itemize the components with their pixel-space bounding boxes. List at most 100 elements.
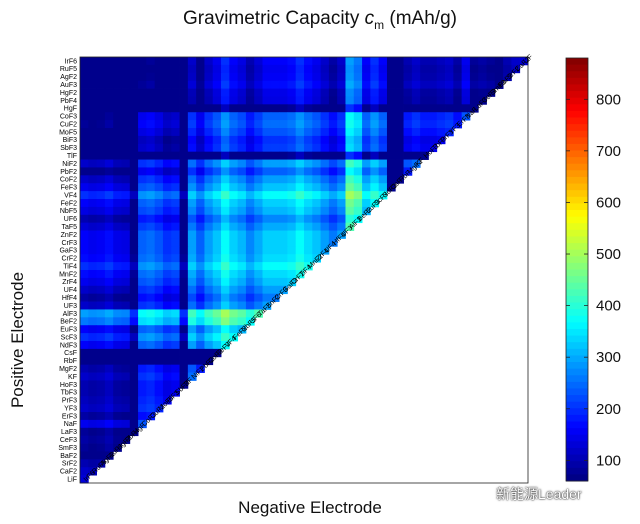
heatmap-cell [179, 143, 189, 153]
heatmap-cell [162, 364, 172, 373]
heatmap-cell [420, 64, 429, 74]
heatmap-cell [337, 57, 346, 66]
heatmap-cell [403, 159, 413, 168]
colorbar-segment [566, 368, 588, 376]
heatmap-cell [154, 333, 164, 342]
heatmap-cell [337, 167, 346, 176]
heatmap-cell [96, 222, 106, 231]
heatmap-cell [162, 348, 172, 358]
heatmap-cell [96, 64, 106, 74]
heatmap-cell [337, 88, 346, 97]
heatmap-cell [320, 151, 330, 160]
heatmap-cell [88, 262, 97, 271]
heatmap-cell [212, 151, 222, 160]
heatmap-cell [337, 96, 346, 105]
heatmap-cell [370, 143, 380, 153]
heatmap-cell [320, 175, 330, 184]
heatmap-cell [511, 64, 521, 74]
heatmap-cell [386, 64, 396, 74]
heatmap-cell [320, 135, 330, 145]
heatmap-cell [187, 183, 197, 192]
colorbar-segment [566, 355, 588, 363]
heatmap-cell [196, 183, 205, 192]
heatmap-cell [146, 143, 156, 153]
heatmap-cell [345, 222, 355, 231]
heatmap-cell [121, 317, 131, 326]
heatmap-cell [162, 238, 172, 247]
row-label: FeF2 [61, 200, 77, 207]
heatmap-cell [88, 57, 97, 66]
heatmap-cell [362, 128, 371, 137]
heatmap-cell [445, 112, 454, 121]
heatmap-cell [420, 88, 429, 97]
heatmap-cell [237, 199, 247, 208]
colorbar-tick-label: 300 [596, 349, 621, 366]
heatmap-cell [196, 112, 205, 121]
heatmap-cell [370, 151, 380, 160]
heatmap-cell [295, 206, 305, 216]
heatmap-cell [204, 96, 214, 105]
heatmap-cell [270, 88, 280, 97]
heatmap-cell [146, 348, 156, 358]
heatmap-cell [295, 222, 305, 231]
heatmap-cell [121, 333, 131, 342]
heatmap-cell [113, 270, 122, 279]
heatmap-cell [104, 183, 114, 192]
heatmap-cell [187, 128, 197, 137]
row-label: SmF3 [58, 445, 77, 452]
heatmap-cell [212, 230, 222, 239]
plot-frame [79, 56, 529, 484]
heatmap-cells [80, 57, 529, 484]
heatmap-cell [279, 238, 288, 247]
heatmap-cell [88, 167, 97, 176]
heatmap-cell [221, 199, 230, 208]
heatmap-cell [138, 143, 147, 153]
heatmap-cell [187, 88, 197, 97]
heatmap-cell [411, 159, 421, 168]
row-label: EuF3 [60, 327, 77, 334]
heatmap-cell [279, 214, 288, 224]
heatmap-cell [187, 72, 197, 82]
heatmap-cell [428, 57, 438, 66]
heatmap-cell [88, 443, 97, 452]
heatmap-cell [146, 151, 156, 160]
heatmap-cell [328, 238, 338, 247]
heatmap-cell [162, 270, 172, 279]
heatmap-cell [171, 206, 180, 216]
heatmap-cell [80, 128, 89, 137]
heatmap-cell [328, 206, 338, 216]
heatmap-cell [304, 167, 313, 176]
heatmap-cell [121, 214, 131, 224]
heatmap-cell [328, 191, 338, 200]
heatmap-cell [304, 120, 313, 129]
colorbar-segment [566, 447, 588, 456]
heatmap-cell [80, 277, 89, 287]
heatmap-cell [154, 396, 164, 405]
heatmap-cell [411, 72, 421, 82]
heatmap-cell [279, 230, 288, 239]
heatmap-cell [154, 183, 164, 192]
heatmap-cell [312, 112, 321, 121]
heatmap-cell [345, 88, 355, 97]
row-label: UF4 [64, 287, 77, 294]
heatmap-cell [279, 120, 288, 129]
heatmap-cell [96, 120, 106, 129]
heatmap-cell [80, 317, 89, 326]
heatmap-cell [96, 301, 106, 310]
heatmap-cell [503, 64, 512, 74]
heatmap-cell [279, 151, 288, 160]
heatmap-cell [171, 246, 180, 255]
heatmap-cell [196, 96, 205, 105]
colorbar-segment [566, 388, 588, 396]
heatmap-cell [104, 451, 114, 460]
heatmap-cell [88, 301, 97, 310]
heatmap-cell [129, 96, 139, 105]
heatmap-cell [96, 277, 106, 287]
heatmap-cell [88, 380, 97, 389]
heatmap-cell [287, 72, 297, 82]
heatmap-cell [113, 348, 122, 358]
heatmap-cell [362, 175, 371, 184]
row-label: HgF2 [60, 90, 77, 97]
heatmap-cell [237, 96, 247, 105]
heatmap-cell [237, 277, 247, 287]
